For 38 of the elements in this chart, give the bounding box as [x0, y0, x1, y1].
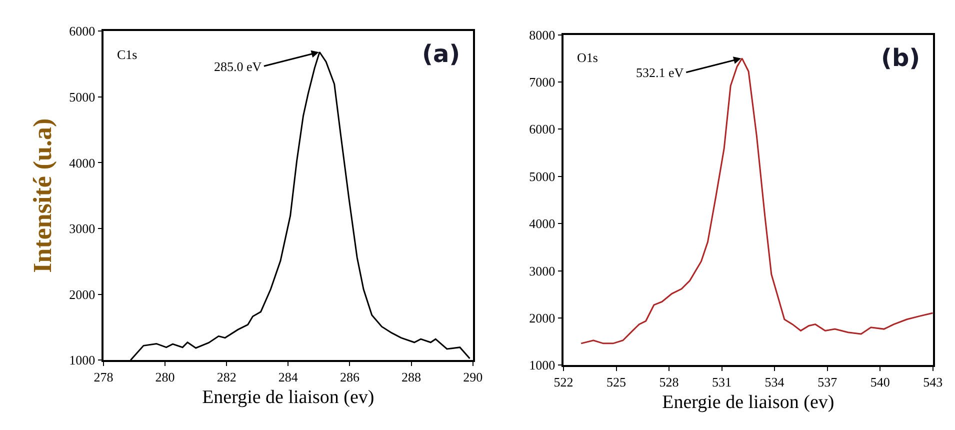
x-axis-title: Energie de liaison (ev) [662, 392, 834, 413]
x-tick-label: 540 [870, 374, 890, 390]
annotation: 532.1 eV [636, 65, 684, 80]
x-tick-label: 288 [402, 370, 422, 385]
y-tick-label: 3000 [69, 221, 96, 236]
x-tick-label: 282 [216, 370, 236, 385]
x-tick-label: 290 [463, 370, 483, 385]
x-tick-label: 525 [606, 374, 626, 390]
annotation: (a) [422, 40, 460, 68]
y-tick-label: 6000 [69, 24, 96, 39]
x-tick-label: 280 [155, 370, 175, 385]
annotation: C1s [117, 47, 138, 62]
y-axis-title: Intensité (u.a) [28, 118, 58, 273]
x-tick-label: 284 [278, 370, 298, 385]
y-tick-label: 3000 [529, 263, 556, 278]
y-tick-label: 1000 [69, 352, 96, 368]
x-tick-label: 537 [818, 374, 838, 390]
x-tick-label: 543 [923, 374, 943, 390]
y-tick-label: 4000 [529, 216, 556, 232]
x-tick-label: 278 [94, 370, 114, 385]
y-tick-label: 5000 [529, 168, 556, 184]
y-tick-label: 7000 [529, 74, 556, 90]
y-tick-label: 2000 [69, 286, 96, 302]
x-axis-title: Energie de liaison (ev) [202, 386, 374, 408]
y-tick-label: 1000 [529, 358, 556, 373]
y-tick-label: 6000 [529, 122, 556, 137]
annotation: O1s [577, 50, 598, 65]
x-tick-label: 531 [712, 374, 732, 390]
annotation: (b) [881, 44, 920, 72]
y-tick-label: 2000 [529, 310, 556, 326]
x-tick-label: 528 [659, 374, 679, 390]
y-tick-label: 8000 [529, 27, 556, 42]
annotation: 285.0 eV [214, 59, 262, 74]
x-tick-label: 522 [554, 374, 574, 390]
x-tick-label: 534 [764, 374, 785, 390]
y-tick-label: 4000 [69, 155, 96, 170]
x-tick-label: 286 [340, 370, 360, 385]
y-tick-label: 5000 [69, 89, 96, 104]
